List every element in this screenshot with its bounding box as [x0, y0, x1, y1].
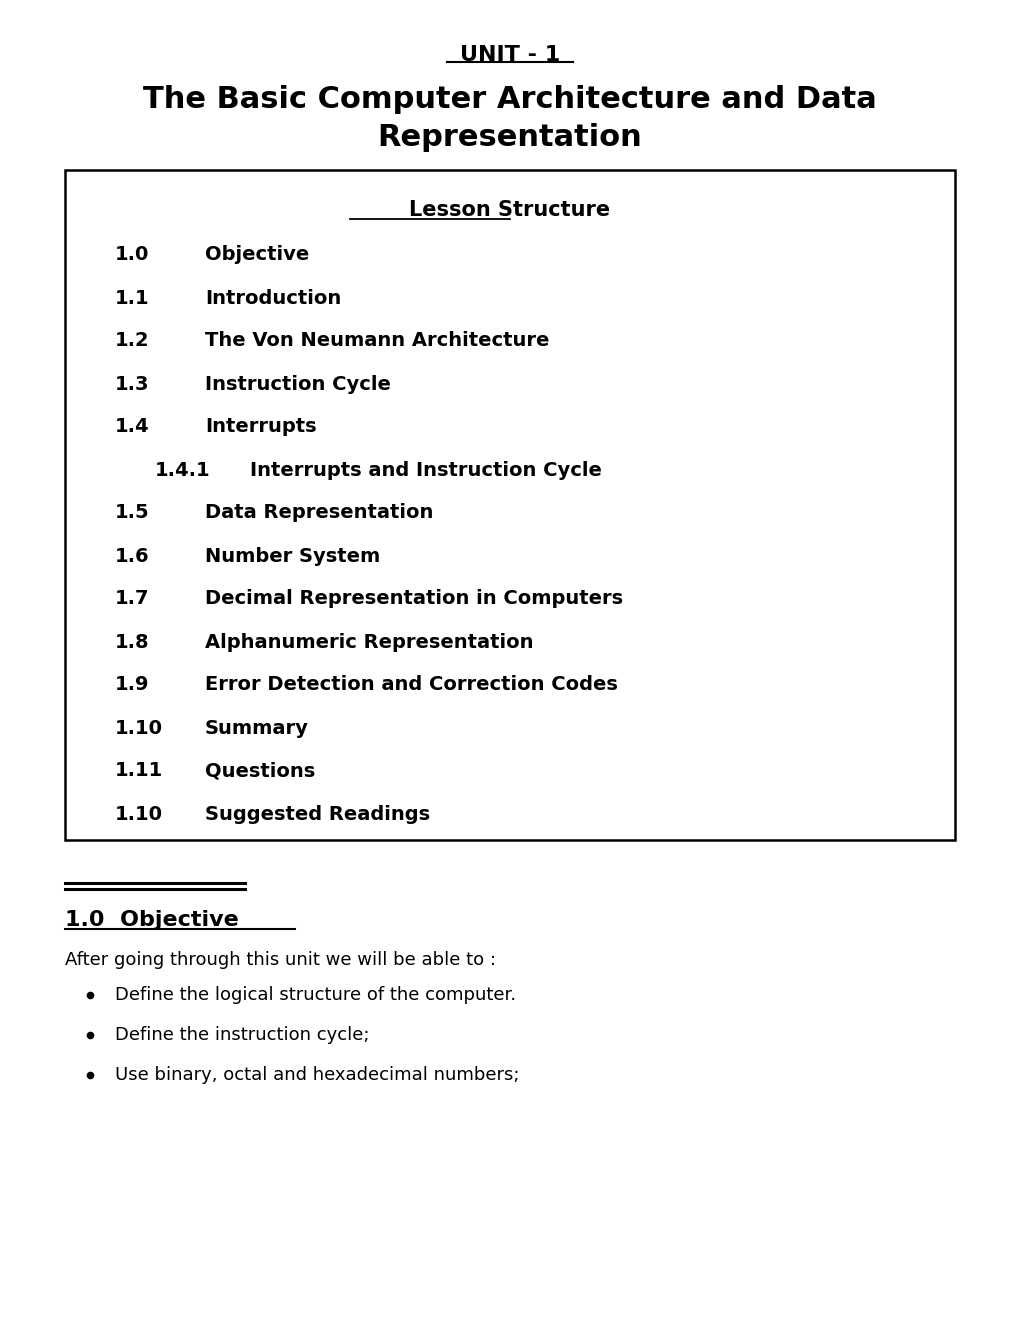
Text: 1.2: 1.2 — [115, 331, 150, 351]
Text: 1.10: 1.10 — [115, 718, 163, 738]
Text: 1.5: 1.5 — [115, 503, 150, 523]
Text: 1.0: 1.0 — [115, 246, 149, 264]
Text: Summary: Summary — [205, 718, 309, 738]
Text: Decimal Representation in Computers: Decimal Representation in Computers — [205, 590, 623, 609]
Text: Questions: Questions — [205, 762, 315, 780]
Text: 1.4: 1.4 — [115, 417, 150, 437]
Text: Number System: Number System — [205, 546, 380, 565]
Text: Representation: Representation — [377, 124, 642, 153]
Text: 1.8: 1.8 — [115, 632, 150, 652]
Text: UNIT - 1: UNIT - 1 — [460, 45, 559, 65]
Text: The Von Neumann Architecture: The Von Neumann Architecture — [205, 331, 549, 351]
Text: Introduction: Introduction — [205, 289, 341, 308]
Text: 1.7: 1.7 — [115, 590, 150, 609]
Text: Instruction Cycle: Instruction Cycle — [205, 375, 390, 393]
Text: Objective: Objective — [205, 246, 309, 264]
Text: Interrupts: Interrupts — [205, 417, 316, 437]
FancyBboxPatch shape — [65, 170, 954, 840]
Text: Error Detection and Correction Codes: Error Detection and Correction Codes — [205, 676, 618, 694]
Text: 1.9: 1.9 — [115, 676, 150, 694]
Text: 1.0  Objective: 1.0 Objective — [65, 909, 238, 931]
Text: 1.4.1: 1.4.1 — [155, 461, 210, 479]
Text: Suggested Readings: Suggested Readings — [205, 804, 430, 824]
Text: 1.6: 1.6 — [115, 546, 150, 565]
Text: Alphanumeric Representation: Alphanumeric Representation — [205, 632, 533, 652]
Text: Lesson Structure: Lesson Structure — [409, 201, 610, 220]
Text: Use binary, octal and hexadecimal numbers;: Use binary, octal and hexadecimal number… — [115, 1067, 519, 1084]
Text: After going through this unit we will be able to :: After going through this unit we will be… — [65, 950, 495, 969]
Text: Define the instruction cycle;: Define the instruction cycle; — [115, 1026, 369, 1044]
Text: 1.10: 1.10 — [115, 804, 163, 824]
Text: 1.3: 1.3 — [115, 375, 150, 393]
Text: 1.11: 1.11 — [115, 762, 163, 780]
Text: Define the logical structure of the computer.: Define the logical structure of the comp… — [115, 986, 516, 1005]
Text: Data Representation: Data Representation — [205, 503, 433, 523]
Text: 1.1: 1.1 — [115, 289, 150, 308]
Text: Interrupts and Instruction Cycle: Interrupts and Instruction Cycle — [250, 461, 601, 479]
Text: The Basic Computer Architecture and Data: The Basic Computer Architecture and Data — [143, 86, 876, 115]
